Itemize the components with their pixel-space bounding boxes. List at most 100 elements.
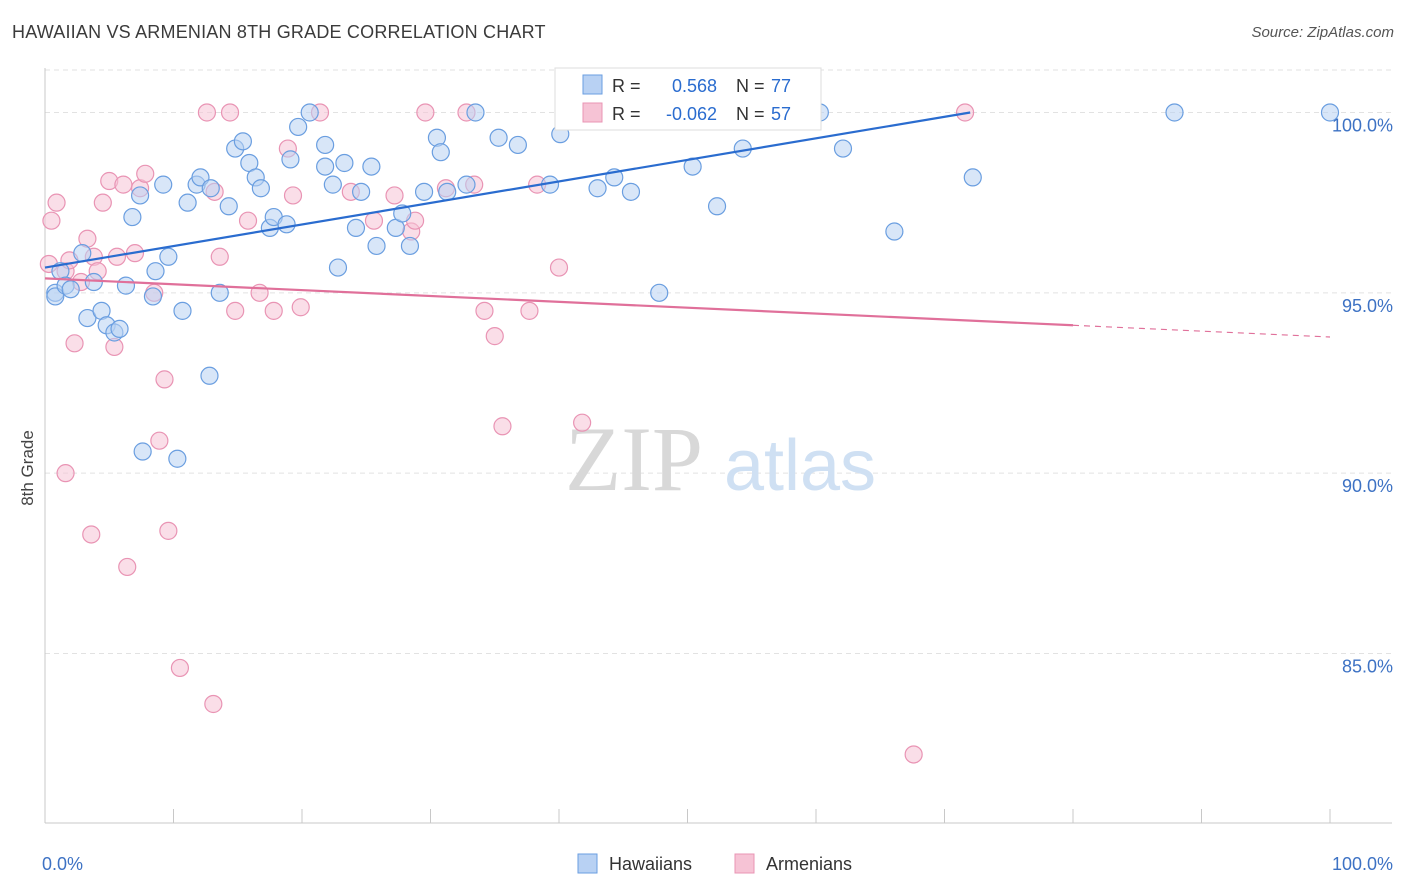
armenians-trend-extension bbox=[1072, 324, 1331, 338]
hawaiians-point-51 bbox=[431, 143, 450, 162]
hawaiians-point-43 bbox=[352, 182, 371, 201]
armenians-point-33 bbox=[291, 298, 310, 317]
hawaiians-point-59 bbox=[588, 179, 607, 198]
hawaiians-point-5 bbox=[73, 244, 92, 263]
tick-labels: 85.0% 90.0% 95.0% 100.0% 0.0% 100.0% bbox=[42, 115, 1393, 874]
watermark-atlas: atlas bbox=[724, 426, 876, 506]
hawaiians-trend-line bbox=[44, 111, 971, 269]
hawaiians-point-33 bbox=[277, 215, 296, 234]
armenians-point-22 bbox=[170, 658, 190, 678]
hawaiians-point-24 bbox=[210, 283, 229, 302]
armenians-point-28 bbox=[238, 211, 258, 230]
legend-label-armenians: Armenians bbox=[766, 854, 852, 874]
y-tick-label-1: 90.0% bbox=[1342, 476, 1393, 496]
hawaiians-point-36 bbox=[300, 103, 319, 122]
armenians-point-26 bbox=[220, 103, 240, 122]
hawaiians-point-71 bbox=[885, 222, 904, 241]
hawaiians-point-25 bbox=[219, 197, 238, 216]
armenians-point-30 bbox=[264, 301, 283, 320]
hawaiians-point-37 bbox=[316, 135, 335, 155]
armenians-point-54 bbox=[118, 557, 137, 577]
legend-swatch-armenians bbox=[734, 853, 755, 874]
hawaiians-point-12 bbox=[116, 276, 136, 295]
armenians-point-49 bbox=[549, 258, 569, 277]
armenians-point-37 bbox=[385, 186, 404, 205]
x-tick-label-end: 100.0% bbox=[1332, 854, 1393, 874]
chart-title: HAWAIIAN VS ARMENIAN 8TH GRADE CORRELATI… bbox=[12, 22, 546, 42]
armenians-point-5 bbox=[65, 334, 84, 353]
hawaiians-point-18 bbox=[159, 247, 178, 266]
hawaiians-point-14 bbox=[130, 186, 150, 205]
scatter-points bbox=[39, 103, 1340, 764]
armenians-point-19 bbox=[150, 431, 169, 450]
source-credit: Source: ZipAtlas.com bbox=[1251, 24, 1394, 41]
stats-n-value-hawaiians: 77 bbox=[771, 76, 791, 96]
armenians-point-46 bbox=[493, 417, 512, 436]
hawaiians-point-70 bbox=[833, 139, 853, 158]
legend-swatch-hawaiians bbox=[577, 853, 598, 874]
stats-r-label-armenians: R = bbox=[612, 104, 641, 124]
armenians-point-20 bbox=[155, 370, 174, 389]
hawaiians-point-4 bbox=[61, 280, 80, 299]
y-tick-label-2: 95.0% bbox=[1342, 296, 1393, 316]
hawaiians-point-52 bbox=[438, 182, 457, 201]
hawaiians-point-54 bbox=[466, 103, 485, 122]
armenians-point-40 bbox=[416, 103, 435, 122]
hawaiians-point-48 bbox=[400, 236, 420, 256]
hawaiians-point-40 bbox=[328, 258, 348, 277]
armenians-point-47 bbox=[520, 301, 539, 320]
hawaiians-point-56 bbox=[508, 135, 527, 155]
hawaiians-point-34 bbox=[281, 150, 300, 169]
armenians-point-32 bbox=[283, 186, 303, 205]
armenians-trend-line bbox=[44, 277, 1074, 327]
hawaiians-point-39 bbox=[323, 175, 342, 194]
hawaiians-point-38 bbox=[316, 157, 335, 176]
armenians-point-17 bbox=[136, 164, 155, 183]
legend-label-hawaiians: Hawaiians bbox=[609, 854, 692, 874]
y-axis-label: 8th Grade bbox=[18, 430, 37, 506]
hawaiians-point-27 bbox=[233, 132, 252, 151]
series-legend: Hawaiians Armenians bbox=[577, 853, 852, 874]
armenians-point-23 bbox=[197, 103, 217, 122]
stats-n-label-hawaiians: N = bbox=[736, 76, 765, 96]
hawaiians-point-19 bbox=[173, 301, 192, 320]
hawaiians-point-35 bbox=[289, 117, 308, 137]
hawaiians-point-23 bbox=[201, 179, 220, 198]
hawaiians-point-11 bbox=[110, 319, 129, 338]
hawaiians-point-45 bbox=[367, 236, 386, 256]
armenians-point-44 bbox=[475, 301, 494, 320]
hawaiians-point-77 bbox=[1320, 103, 1340, 122]
hawaiians-point-13 bbox=[123, 207, 142, 227]
hawaiians-point-49 bbox=[414, 182, 434, 201]
hawaiians-point-62 bbox=[650, 283, 669, 302]
armenians-point-53 bbox=[82, 525, 101, 544]
armenians-point-36 bbox=[364, 211, 384, 230]
hawaiians-point-73 bbox=[133, 442, 152, 461]
hawaiians-point-74 bbox=[168, 449, 187, 468]
hawaiians-point-7 bbox=[84, 272, 103, 292]
stats-swatch-hawaiians bbox=[582, 74, 603, 95]
hawaiians-point-75 bbox=[200, 366, 219, 385]
x-tick-label-start: 0.0% bbox=[42, 854, 83, 874]
armenians-point-27 bbox=[226, 301, 245, 320]
armenians-point-45 bbox=[485, 327, 504, 346]
y-tick-label-0: 85.0% bbox=[1342, 656, 1393, 676]
armenians-point-50 bbox=[573, 413, 592, 432]
hawaiians-point-53 bbox=[457, 175, 476, 194]
hawaiians-point-16 bbox=[146, 262, 165, 281]
armenians-point-55 bbox=[204, 694, 223, 714]
y-tick-label-3: 100.0% bbox=[1332, 115, 1393, 135]
hawaiians-point-15 bbox=[143, 287, 163, 306]
hawaiians-point-41 bbox=[335, 153, 354, 173]
armenians-point-14 bbox=[114, 175, 133, 194]
armenians-point-10 bbox=[93, 193, 112, 212]
watermark: ZIP atlas bbox=[565, 408, 876, 510]
hawaiians-point-61 bbox=[621, 182, 641, 201]
hawaiians-point-72 bbox=[963, 168, 982, 187]
hawaiians-point-17 bbox=[154, 175, 173, 194]
hawaiians-point-55 bbox=[489, 128, 508, 147]
hawaiians-point-20 bbox=[178, 193, 197, 212]
trend-lines bbox=[44, 111, 1331, 338]
hawaiians-point-65 bbox=[707, 197, 727, 216]
